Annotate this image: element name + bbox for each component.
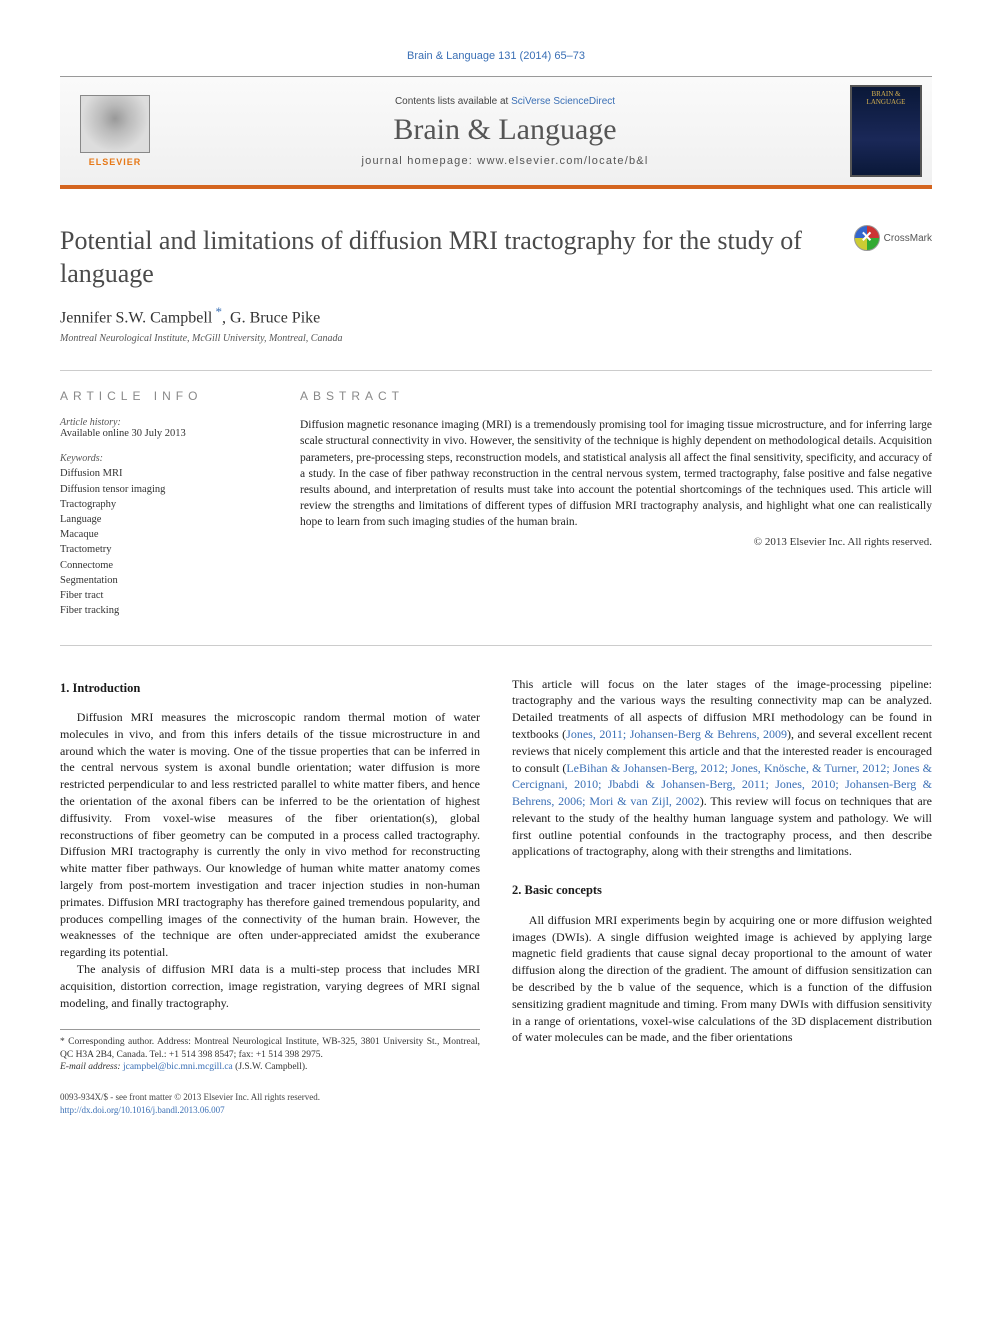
homepage-url[interactable]: www.elsevier.com/locate/b&l <box>477 155 648 167</box>
keyword: Diffusion MRI <box>60 466 260 481</box>
intro-paragraph-1: Diffusion MRI measures the microscopic r… <box>60 709 480 961</box>
journal-cover-thumb[interactable]: BRAIN & LANGUAGE <box>850 85 922 177</box>
column-right: This article will focus on the later sta… <box>512 676 932 1117</box>
keywords-list: Diffusion MRI Diffusion tensor imaging T… <box>60 466 260 618</box>
email-suffix: (J.S.W. Campbell). <box>233 1062 308 1072</box>
email-label: E-mail address: <box>60 1062 121 1072</box>
keyword: Tractography <box>60 497 260 512</box>
keyword: Fiber tracking <box>60 603 260 618</box>
keyword: Language <box>60 512 260 527</box>
section-heading-intro: 1. Introduction <box>60 680 480 698</box>
col2-paragraph-1: This article will focus on the later sta… <box>512 676 932 861</box>
sciencedirect-link[interactable]: SciVerse ScienceDirect <box>511 96 615 107</box>
corresponding-author-note: * Corresponding author. Address: Montrea… <box>60 1036 480 1061</box>
citation-link-1[interactable]: Jones, 2011; Johansen-Berg & Behrens, 20… <box>566 727 787 741</box>
journal-citation[interactable]: Brain & Language 131 (2014) 65–73 <box>60 50 932 62</box>
crossmark-icon <box>854 225 880 251</box>
homepage-prefix: journal homepage: <box>362 155 478 167</box>
doi-link[interactable]: http://dx.doi.org/10.1016/j.bandl.2013.0… <box>60 1105 225 1115</box>
keyword: Diffusion tensor imaging <box>60 482 260 497</box>
history-label: Article history: <box>60 417 260 428</box>
publisher-logo[interactable]: ELSEVIER <box>70 86 160 176</box>
email-line: E-mail address: jcampbel@bic.mni.mcgill.… <box>60 1061 480 1073</box>
keyword: Segmentation <box>60 573 260 588</box>
author-1[interactable]: Jennifer S.W. Campbell <box>60 309 212 326</box>
author-2[interactable]: G. Bruce Pike <box>230 309 320 326</box>
issn-line: 0093-934X/$ - see front matter © 2013 El… <box>60 1091 480 1104</box>
keyword: Connectome <box>60 558 260 573</box>
publisher-name: ELSEVIER <box>89 157 142 167</box>
abstract-block: ABSTRACT Diffusion magnetic resonance im… <box>300 389 932 618</box>
footnote-block: * Corresponding author. Address: Montrea… <box>60 1029 480 1073</box>
abstract-heading: ABSTRACT <box>300 389 932 403</box>
keyword: Tractometry <box>60 542 260 557</box>
article-info-block: ARTICLE INFO Article history: Available … <box>60 389 260 618</box>
affiliation: Montreal Neurological Institute, McGill … <box>60 333 932 344</box>
abstract-copyright: © 2013 Elsevier Inc. All rights reserved… <box>300 536 932 548</box>
elsevier-tree-icon <box>80 95 150 153</box>
section-divider <box>60 370 932 371</box>
page-footer: 0093-934X/$ - see front matter © 2013 El… <box>60 1091 480 1116</box>
keyword: Macaque <box>60 527 260 542</box>
corresponding-marker: * <box>212 304 222 319</box>
history-value: Available online 30 July 2013 <box>60 428 260 439</box>
intro-paragraph-2: The analysis of diffusion MRI data is a … <box>60 961 480 1011</box>
cover-title: BRAIN & LANGUAGE <box>856 91 916 106</box>
author-list: Jennifer S.W. Campbell *, G. Bruce Pike <box>60 304 932 327</box>
column-left: 1. Introduction Diffusion MRI measures t… <box>60 676 480 1117</box>
keywords-label: Keywords: <box>60 453 260 464</box>
keyword: Fiber tract <box>60 588 260 603</box>
article-info-heading: ARTICLE INFO <box>60 389 260 403</box>
article-title: Potential and limitations of diffusion M… <box>60 225 854 290</box>
body-columns: 1. Introduction Diffusion MRI measures t… <box>60 676 932 1117</box>
journal-name: Brain & Language <box>170 113 840 147</box>
journal-homepage-line: journal homepage: www.elsevier.com/locat… <box>170 155 840 167</box>
author-email-link[interactable]: jcampbel@bic.mni.mcgill.ca <box>123 1062 233 1072</box>
contents-prefix: Contents lists available at <box>395 96 511 107</box>
section-heading-basic: 2. Basic concepts <box>512 882 932 900</box>
contents-available-line: Contents lists available at SciVerse Sci… <box>170 96 840 107</box>
basic-paragraph-1: All diffusion MRI experiments begin by a… <box>512 912 932 1046</box>
section-divider <box>60 645 932 646</box>
journal-header: ELSEVIER Contents lists available at Sci… <box>60 76 932 189</box>
crossmark-badge[interactable]: CrossMark <box>854 225 932 251</box>
header-center: Contents lists available at SciVerse Sci… <box>170 96 840 167</box>
abstract-text: Diffusion magnetic resonance imaging (MR… <box>300 417 932 530</box>
crossmark-label: CrossMark <box>884 233 932 244</box>
